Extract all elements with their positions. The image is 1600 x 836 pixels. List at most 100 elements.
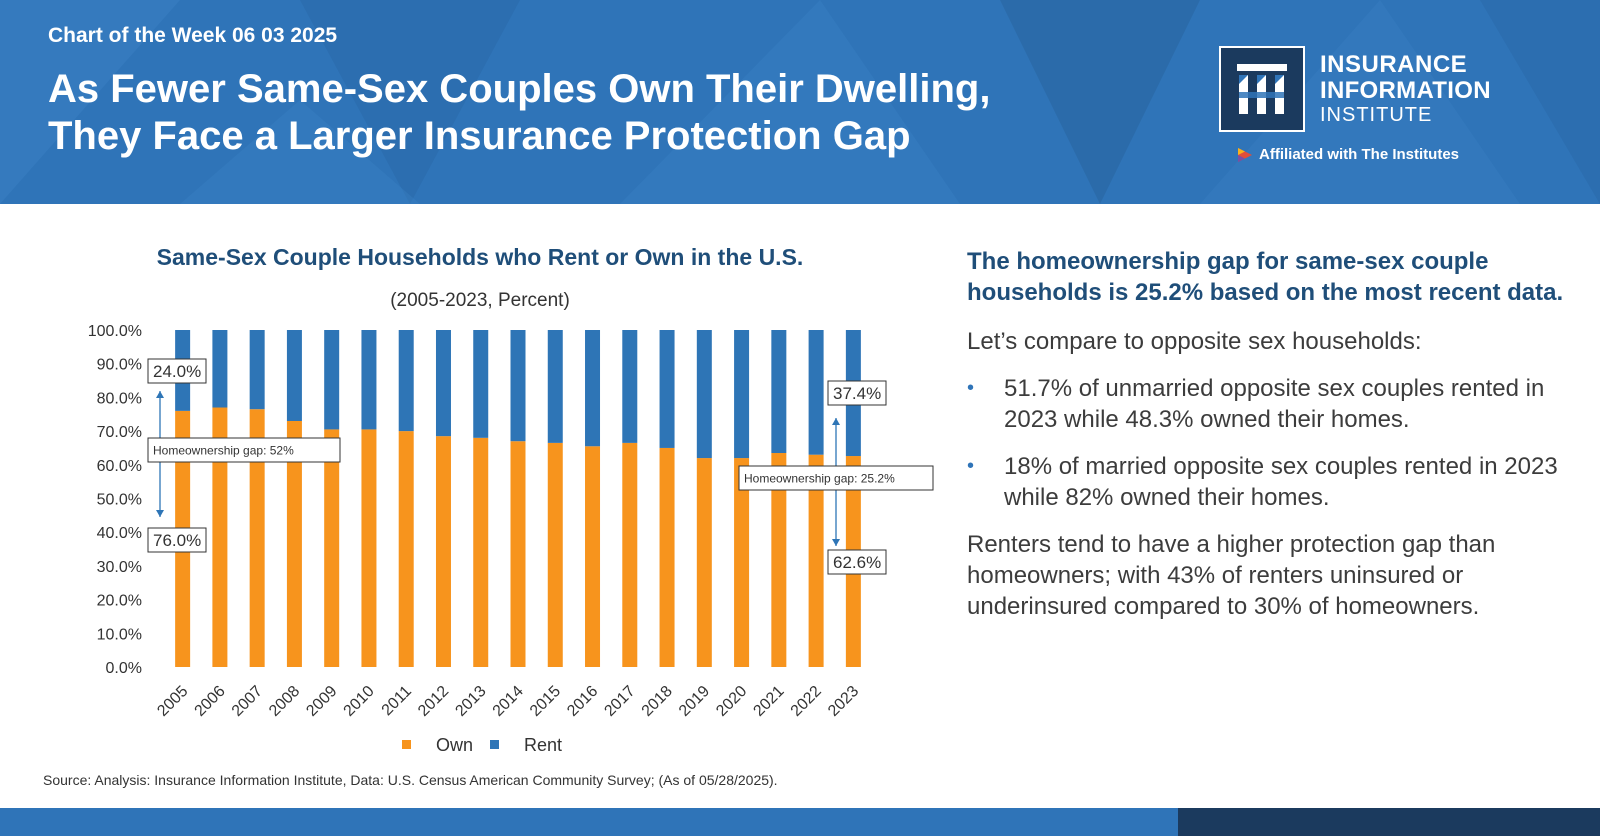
annotation-62pct: 62.6% — [833, 553, 881, 572]
x-tick-label: 2015 — [527, 683, 564, 720]
commentary-bullet: • 51.7% of unmarried opposite sex couple… — [967, 373, 1567, 435]
x-tick-label: 2014 — [490, 683, 527, 720]
commentary-closing: Renters tend to have a higher protection… — [967, 531, 1496, 620]
iii-logo-icon — [1237, 64, 1287, 114]
y-tick-label: 30.0% — [97, 559, 142, 576]
x-tick-label: 2009 — [303, 683, 340, 720]
chart-title: Same-Sex Couple Households who Rent or O… — [156, 244, 804, 270]
annotation-gap-25-box — [738, 465, 934, 491]
chart-subtitle: (2005-2023, Percent) — [390, 290, 570, 311]
x-tick-label: 2020 — [713, 683, 750, 720]
commentary-lead: The homeownership gap for same-sex coupl… — [967, 248, 1564, 306]
x-axis: 2005 2006 2007 2008 2009 2010 2011 2012 2013 2014… — [154, 683, 862, 720]
x-tick-label: 2019 — [676, 683, 713, 720]
x-tick-label: 2021 — [750, 683, 787, 720]
bar-rent-2007 — [249, 330, 265, 410]
headline-line-1: As Fewer Same-Sex Couples Own Their Dwel… — [48, 67, 991, 111]
bar-rent-2015 — [547, 330, 563, 443]
bar-own-2015 — [547, 442, 563, 667]
y-tick-label: 20.0% — [97, 593, 142, 610]
headline-line-2: They Face a Larger Insurance Protection … — [48, 114, 911, 158]
annotation-gap-25: Homeownership gap: 25.2% — [744, 471, 895, 485]
bar-own-2012 — [435, 436, 451, 667]
y-tick-label: 70.0% — [97, 424, 142, 441]
legend-label-own: Own — [436, 735, 473, 755]
bar-rent-2012 — [435, 330, 451, 437]
x-tick-label: 2010 — [341, 683, 378, 720]
affiliated-text: Affiliated with The Institutes — [1259, 146, 1460, 163]
bar-own-2016 — [585, 446, 601, 667]
x-tick-label: 2016 — [564, 683, 601, 720]
annotations-group: 24.0% 76.0% Homeownership gap: 52% 37.4% 62.… — [147, 358, 934, 575]
header-pattern — [0, 0, 1600, 204]
source-note: Source: Analysis: Insurance Information … — [43, 772, 778, 788]
y-tick-label: 90.0% — [97, 357, 142, 374]
bullet-dot: • — [967, 455, 975, 477]
y-axis: 0.0% 10.0% 20.0% 30.0% 40.0% 50.0% 60.0% 70.0% 8… — [88, 323, 142, 677]
affiliated-tagline: Affiliated with The Institutes — [1238, 146, 1459, 163]
bar-own-2018 — [659, 447, 675, 667]
y-tick-label: 100.0% — [88, 323, 142, 340]
iii-logo-wordmark: INSURANCE INFORMATION INSTITUTE — [1320, 51, 1491, 127]
commentary-bullets: • 51.7% of unmarried opposite sex couple… — [967, 373, 1567, 513]
bar-rent-2009 — [324, 330, 340, 430]
bar-own-2022 — [808, 454, 824, 667]
bar-rent-2021 — [771, 330, 787, 454]
bar-own-2014 — [510, 441, 526, 667]
x-tick-label: 2008 — [266, 683, 303, 720]
x-tick-label: 2011 — [379, 683, 415, 719]
x-tick-label: 2006 — [192, 683, 229, 720]
bullet-text: 51.7% of unmarried opposite sex couples … — [1004, 375, 1545, 433]
bar-own-2009 — [324, 429, 340, 667]
logo-word-information: INFORMATION — [1320, 77, 1491, 104]
logo-word-insurance: INSURANCE — [1320, 51, 1468, 78]
bar-own-2013 — [473, 437, 489, 667]
page-headline: As Fewer Same-Sex Couples Own Their Dwel… — [48, 66, 1148, 160]
annotation-24pct-box — [147, 358, 207, 384]
bar-rent-2022 — [808, 330, 824, 455]
legend-swatch-rent — [490, 740, 499, 749]
commentary-bullet: • 18% of married opposite sex couples re… — [967, 451, 1567, 513]
x-tick-label: 2012 — [415, 683, 452, 720]
bar-own-2019 — [696, 458, 712, 667]
annotation-37pct-box — [827, 380, 887, 406]
bar-own-2008 — [286, 420, 302, 667]
bar-rent-2011 — [398, 330, 414, 432]
bars-group — [175, 330, 861, 667]
x-tick-label: 2007 — [229, 683, 266, 720]
annotation-24pct: 24.0% — [153, 362, 201, 381]
annotation-gap-52-box — [147, 437, 341, 463]
chart-of-week-label: Chart of the Week 06 03 2025 — [48, 24, 338, 47]
bar-rent-2017 — [622, 330, 638, 443]
bar-rent-2018 — [659, 330, 675, 448]
legend-swatch-own — [402, 740, 411, 749]
bar-rent-2013 — [473, 330, 489, 438]
footer-bar-dark — [1178, 808, 1600, 836]
bar-rent-2020 — [734, 330, 750, 459]
x-tick-label: 2022 — [788, 683, 825, 720]
y-tick-label: 80.0% — [97, 390, 142, 407]
bar-rent-2019 — [696, 330, 712, 459]
bar-rent-2010 — [361, 330, 377, 430]
bar-rent-2008 — [286, 330, 302, 421]
footer-bar — [0, 808, 1178, 836]
x-tick-label: 2017 — [601, 683, 638, 720]
x-tick-label: 2018 — [639, 683, 676, 720]
y-tick-label: 40.0% — [97, 525, 142, 542]
bar-rent-2014 — [510, 330, 526, 442]
gap-2023-arrow-head-down — [832, 539, 840, 546]
header-banner: Chart of the Week 06 03 2025 As Fewer Sa… — [0, 0, 1600, 204]
annotation-76pct-box — [147, 527, 207, 553]
x-tick-label: 2013 — [452, 683, 489, 720]
bar-own-2006 — [212, 407, 228, 667]
annotation-37pct: 37.4% — [833, 384, 881, 403]
annotation-gap-52: Homeownership gap: 52% — [153, 443, 294, 457]
x-tick-label: 2023 — [825, 683, 862, 720]
commentary-intro: Let’s compare to opposite sex households… — [967, 328, 1422, 355]
bullet-text: 18% of married opposite sex couples rent… — [1004, 453, 1558, 511]
x-tick-label: 2005 — [154, 683, 191, 720]
bar-own-2020 — [734, 458, 750, 667]
annotation-76pct: 76.0% — [153, 531, 201, 550]
bar-rent-2016 — [585, 330, 601, 447]
